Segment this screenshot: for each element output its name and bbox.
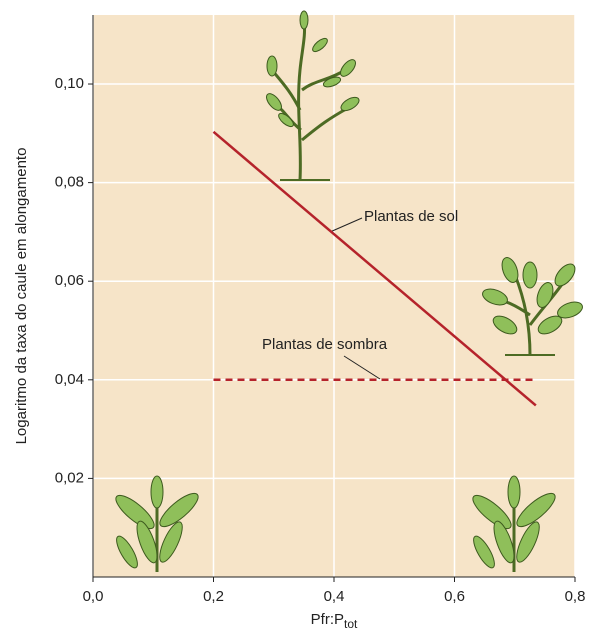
x-axis-label: Pfr:Ptot bbox=[311, 611, 358, 631]
y-tick-label: 0,02 bbox=[55, 469, 84, 486]
x-tick-label: 0,8 bbox=[565, 588, 586, 605]
x-tick-label: 0,2 bbox=[203, 588, 224, 605]
x-tick-label: 0,0 bbox=[83, 588, 104, 605]
shade-plant-right bbox=[472, 475, 556, 572]
plant-illustrations bbox=[115, 10, 583, 572]
annotation: Plantas de sombra bbox=[262, 336, 388, 353]
y-tick-label: 0,06 bbox=[55, 272, 84, 289]
shade-plant-left bbox=[115, 475, 199, 572]
y-tick-label: 0,10 bbox=[55, 75, 84, 92]
tall-plant bbox=[266, 10, 360, 181]
bush-plant bbox=[482, 257, 583, 356]
x-tick-label: 0,6 bbox=[444, 588, 465, 605]
shade-leader bbox=[343, 355, 381, 380]
series-line bbox=[212, 130, 537, 407]
x-axis-label-sub: tot bbox=[344, 617, 358, 631]
y-tick-label: 0,04 bbox=[55, 371, 84, 388]
y-axis-label: Logaritmo da taxa do caule em alongament… bbox=[13, 148, 30, 445]
x-tick-label: 0,4 bbox=[324, 588, 345, 605]
sun-leader bbox=[329, 217, 363, 233]
annotation: Plantas de sol bbox=[364, 208, 458, 225]
y-tick-label: 0,08 bbox=[55, 174, 84, 191]
x-axis-label-main: Pfr:P bbox=[311, 611, 344, 628]
